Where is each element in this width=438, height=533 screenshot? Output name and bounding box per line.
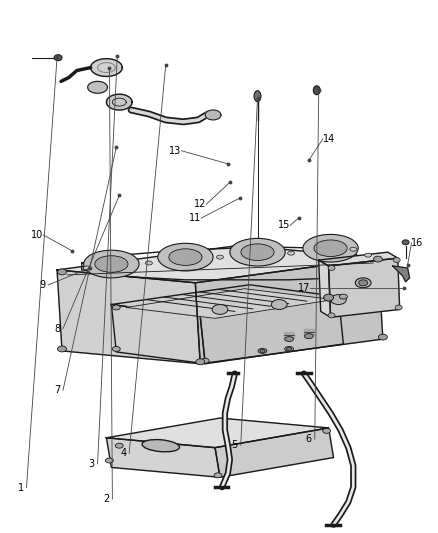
Ellipse shape bbox=[324, 294, 333, 301]
Ellipse shape bbox=[142, 440, 180, 452]
Polygon shape bbox=[106, 94, 132, 110]
Polygon shape bbox=[57, 245, 378, 283]
Polygon shape bbox=[328, 258, 400, 317]
Polygon shape bbox=[319, 252, 398, 266]
Ellipse shape bbox=[314, 240, 347, 256]
Polygon shape bbox=[200, 296, 343, 364]
Ellipse shape bbox=[241, 244, 274, 261]
Polygon shape bbox=[88, 82, 107, 93]
Ellipse shape bbox=[95, 256, 128, 272]
Ellipse shape bbox=[214, 473, 222, 478]
Polygon shape bbox=[215, 428, 333, 477]
Ellipse shape bbox=[355, 278, 371, 288]
Ellipse shape bbox=[57, 346, 67, 352]
Ellipse shape bbox=[169, 249, 202, 265]
Ellipse shape bbox=[115, 443, 123, 448]
Text: 8: 8 bbox=[54, 324, 60, 334]
Ellipse shape bbox=[402, 240, 409, 245]
Polygon shape bbox=[111, 285, 339, 317]
Ellipse shape bbox=[339, 294, 347, 299]
Polygon shape bbox=[284, 332, 294, 338]
Polygon shape bbox=[57, 270, 200, 364]
Ellipse shape bbox=[230, 238, 285, 266]
Ellipse shape bbox=[286, 348, 292, 350]
Ellipse shape bbox=[364, 253, 371, 257]
Text: 10: 10 bbox=[31, 230, 43, 240]
Ellipse shape bbox=[201, 358, 209, 364]
Polygon shape bbox=[111, 304, 205, 364]
Ellipse shape bbox=[196, 359, 205, 365]
Text: 7: 7 bbox=[54, 385, 60, 395]
Ellipse shape bbox=[313, 86, 320, 95]
Ellipse shape bbox=[323, 429, 331, 433]
Ellipse shape bbox=[304, 334, 313, 338]
Ellipse shape bbox=[350, 247, 357, 251]
Polygon shape bbox=[304, 329, 314, 335]
Ellipse shape bbox=[216, 255, 223, 259]
Polygon shape bbox=[126, 289, 333, 318]
Ellipse shape bbox=[57, 269, 67, 275]
Text: 17: 17 bbox=[298, 282, 310, 293]
Text: 16: 16 bbox=[411, 238, 424, 248]
Ellipse shape bbox=[113, 305, 120, 310]
Text: 1: 1 bbox=[18, 482, 24, 492]
Text: 9: 9 bbox=[39, 280, 45, 290]
Ellipse shape bbox=[328, 313, 335, 318]
Polygon shape bbox=[319, 260, 331, 317]
Ellipse shape bbox=[331, 295, 346, 304]
Ellipse shape bbox=[212, 304, 228, 314]
Ellipse shape bbox=[254, 91, 261, 102]
Ellipse shape bbox=[303, 235, 358, 262]
Text: 14: 14 bbox=[322, 134, 335, 144]
Text: 13: 13 bbox=[170, 146, 182, 156]
Ellipse shape bbox=[271, 300, 287, 310]
Ellipse shape bbox=[54, 55, 62, 61]
Text: 6: 6 bbox=[306, 434, 312, 444]
Polygon shape bbox=[91, 59, 122, 76]
Polygon shape bbox=[106, 418, 328, 448]
Text: 11: 11 bbox=[189, 213, 201, 223]
Ellipse shape bbox=[285, 346, 293, 351]
Ellipse shape bbox=[393, 257, 400, 263]
Text: 12: 12 bbox=[194, 199, 206, 209]
Ellipse shape bbox=[359, 280, 367, 286]
Ellipse shape bbox=[395, 305, 402, 310]
Ellipse shape bbox=[374, 256, 382, 262]
Polygon shape bbox=[106, 438, 220, 477]
Ellipse shape bbox=[258, 349, 267, 353]
Ellipse shape bbox=[378, 334, 387, 340]
Ellipse shape bbox=[328, 265, 335, 270]
Ellipse shape bbox=[285, 337, 293, 342]
Text: 5: 5 bbox=[232, 440, 238, 450]
Polygon shape bbox=[195, 258, 383, 364]
Ellipse shape bbox=[288, 251, 294, 255]
Text: 3: 3 bbox=[88, 459, 95, 469]
Polygon shape bbox=[205, 110, 221, 120]
Text: 15: 15 bbox=[278, 221, 290, 230]
Ellipse shape bbox=[158, 243, 213, 271]
Text: 2: 2 bbox=[103, 494, 110, 504]
Ellipse shape bbox=[83, 266, 90, 270]
Ellipse shape bbox=[106, 458, 113, 463]
Ellipse shape bbox=[145, 261, 152, 265]
Ellipse shape bbox=[113, 346, 120, 351]
Polygon shape bbox=[393, 266, 410, 282]
Text: 4: 4 bbox=[120, 448, 126, 458]
Ellipse shape bbox=[84, 250, 139, 278]
Ellipse shape bbox=[260, 350, 265, 352]
